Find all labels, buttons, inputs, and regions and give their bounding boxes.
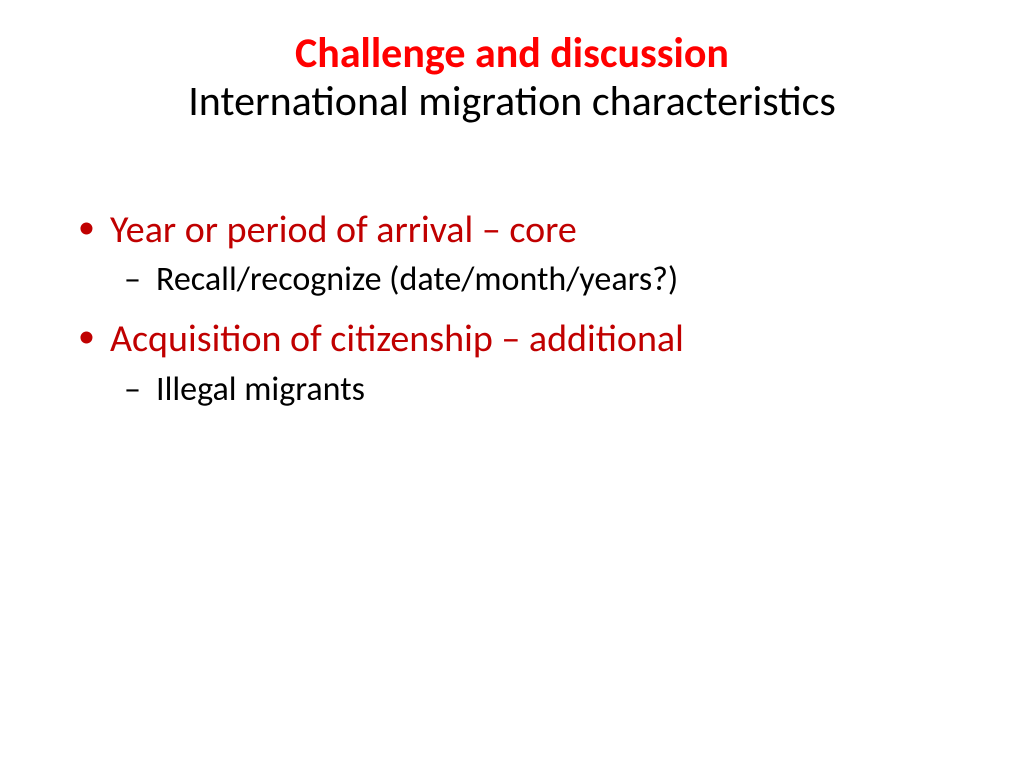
bullet-text: Year or period of arrival – core: [110, 207, 577, 253]
bullet-list: Year or period of arrival – core Recall/…: [70, 207, 964, 412]
slide-title-main: Challenge and discussion: [60, 30, 964, 78]
content-area: Year or period of arrival – core Recall/…: [60, 207, 964, 412]
bullet-item: Year or period of arrival – core Recall/…: [70, 207, 964, 303]
slide-title-sub: International migration characteristics: [60, 78, 964, 126]
title-block: Challenge and discussion International m…: [60, 30, 964, 127]
sub-bullet-text: Recall/recognize (date/month/years?): [156, 259, 678, 300]
sub-bullet-list: Illegal migrants: [110, 368, 964, 412]
sub-bullet-item: Recall/recognize (date/month/years?): [110, 258, 964, 302]
sub-bullet-item: Illegal migrants: [110, 368, 964, 412]
slide: Challenge and discussion International m…: [0, 0, 1024, 768]
bullet-text: Acquisition of citizenship – additional: [110, 316, 684, 362]
sub-bullet-list: Recall/recognize (date/month/years?): [110, 258, 964, 302]
sub-bullet-text: Illegal migrants: [156, 369, 365, 410]
bullet-item: Acquisition of citizenship – additional …: [70, 316, 964, 412]
